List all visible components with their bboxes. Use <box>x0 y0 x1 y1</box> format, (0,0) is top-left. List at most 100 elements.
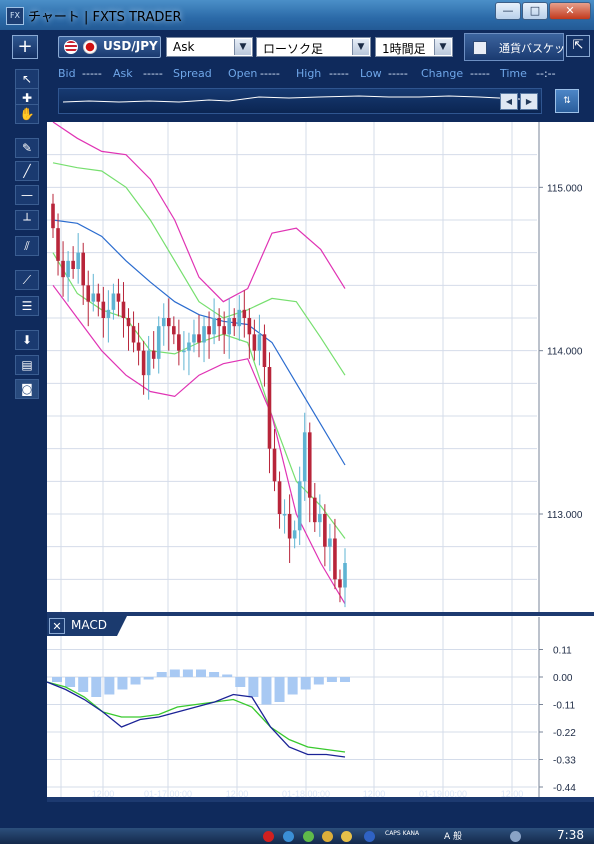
ime-indicator[interactable]: A 般 <box>444 832 463 842</box>
candle-body <box>126 318 131 327</box>
shield-tray-icon[interactable] <box>303 831 314 842</box>
horizontal-line-tool-icon[interactable]: — <box>15 185 39 205</box>
macd-histogram-bar <box>65 677 76 687</box>
currency-basket-toggle[interactable]: 通貨バスケット <box>464 33 576 61</box>
trendline-tool-icon[interactable]: ╱ <box>15 161 39 181</box>
price-chart[interactable]: 115.000 114.000 113.000 0.11 0.00 -0.11 -0.22 -… <box>47 122 594 802</box>
candle-body <box>187 342 191 351</box>
camera-icon[interactable]: ◙ <box>15 379 39 399</box>
time-tick-label: 01-18 00:00 <box>282 789 330 799</box>
fibonacci-fan-tool-icon[interactable]: ⟋ <box>15 270 39 290</box>
candle-body <box>182 350 186 353</box>
chart-canvas: 115.000 114.000 113.000 0.11 0.00 -0.11 -0.22 -… <box>47 122 594 802</box>
macd-histogram-bar <box>235 677 246 687</box>
quote-change-value: ----- <box>470 67 490 80</box>
candle-body <box>71 260 75 269</box>
close-icon[interactable]: ✕ <box>49 618 65 634</box>
candle-body <box>217 318 221 327</box>
candle-body <box>172 326 176 335</box>
macd-histogram-bar <box>78 677 89 692</box>
candle-body <box>212 318 216 335</box>
fibonacci-retracement-tool-icon[interactable]: ☰ <box>15 296 39 316</box>
list-icon[interactable]: ▤ <box>15 355 39 375</box>
quote-open-value: ----- <box>260 67 280 80</box>
macd-histogram-bar <box>287 677 298 695</box>
candle-body <box>111 293 116 310</box>
candle-body <box>116 293 121 302</box>
network-tray-icon[interactable] <box>283 831 294 842</box>
price-type-select[interactable]: Ask ▼ <box>166 37 253 57</box>
macd-histogram-bar <box>182 669 193 677</box>
candle-body <box>101 301 106 318</box>
candle-body <box>207 326 211 335</box>
chevron-down-icon: ▼ <box>352 39 369 55</box>
scroll-left-icon[interactable]: ◀ <box>500 93 518 110</box>
macd-histogram-bar <box>274 677 285 702</box>
close-button[interactable]: ✕ <box>549 2 591 20</box>
help-tray-icon[interactable] <box>364 831 375 842</box>
macd-histogram-bar <box>156 672 167 677</box>
pointer-tool-icon[interactable]: ↖ <box>15 69 39 89</box>
currency-basket-checkbox[interactable] <box>473 41 487 55</box>
macd-histogram-bar <box>117 677 128 690</box>
vertical-line-tool-icon[interactable]: ┴ <box>15 210 39 230</box>
briefcase-tray-icon[interactable] <box>341 831 352 842</box>
price-type-value: Ask <box>173 40 195 54</box>
candle-body <box>267 367 272 449</box>
macd-tab: ✕ MACD <box>47 616 127 636</box>
macd-histogram-bar <box>209 672 220 677</box>
currency-basket-label: 通貨バスケット <box>499 42 576 55</box>
candle-body <box>81 252 86 286</box>
macd-histogram-bar <box>104 677 115 695</box>
maximize-button[interactable]: □ <box>522 2 548 20</box>
candle-body <box>166 318 171 327</box>
timeframe-select[interactable]: 1時間足 ▼ <box>375 37 453 57</box>
macd-histogram-bar <box>340 677 350 682</box>
download-arrow-icon[interactable]: ⬇ <box>15 330 39 350</box>
macd-histogram-bar <box>248 677 259 697</box>
candle-body <box>242 309 247 318</box>
alert-tray-icon[interactable] <box>263 831 274 842</box>
candle-body <box>161 318 166 327</box>
macd-line <box>47 681 346 758</box>
minimize-button[interactable]: — <box>495 2 521 20</box>
candle-body <box>51 203 55 229</box>
candle-body <box>202 326 206 343</box>
candle-body <box>131 326 136 343</box>
candle-body <box>237 309 242 327</box>
candle-body <box>151 350 156 359</box>
chart-type-select[interactable]: ローソク足 ▼ <box>256 37 371 57</box>
macd-tick-label: -0.11 <box>553 701 575 712</box>
candle-body <box>272 448 277 482</box>
hand-tool-icon[interactable]: ✋ <box>15 104 39 124</box>
candle-body <box>247 318 252 335</box>
add-chart-button[interactable]: + <box>12 35 38 59</box>
macd-tick-label: -0.33 <box>553 756 576 767</box>
macd-signal-line <box>47 681 346 753</box>
parallel-lines-tool-icon[interactable]: ⫽ <box>15 236 39 256</box>
candle-body <box>257 334 262 351</box>
price-tick-label: 115.000 <box>547 183 583 194</box>
detach-window-button[interactable]: ⇱ <box>566 35 590 57</box>
currency-pair-button[interactable]: USD/JPY <box>58 36 161 58</box>
quote-spread-label: Spread <box>173 67 212 80</box>
folder-tray-icon[interactable] <box>322 831 333 842</box>
quote-time-value: --:-- <box>536 67 556 80</box>
candle-body <box>328 538 332 547</box>
macd-histogram-bar <box>52 677 62 682</box>
time-tick-label: 12:00 <box>226 789 249 799</box>
candle-body <box>76 252 80 269</box>
pencil-tool-icon[interactable]: ✎ <box>15 138 39 158</box>
scroll-right-icon[interactable]: ▶ <box>520 93 538 110</box>
quote-bid-label: Bid <box>58 67 76 80</box>
candle-body <box>106 309 111 318</box>
chart-navigator[interactable] <box>58 88 542 114</box>
candle-body <box>323 514 327 547</box>
quote-low-value: ----- <box>388 67 408 80</box>
candle-body <box>61 260 65 278</box>
volume-tray-icon[interactable] <box>510 831 521 842</box>
time-tick-label: 12:00 <box>92 789 115 799</box>
chevron-down-icon: ▼ <box>234 39 251 55</box>
macd-histogram-bar <box>313 677 324 685</box>
auto-scale-button[interactable]: ⇅ <box>555 89 579 113</box>
